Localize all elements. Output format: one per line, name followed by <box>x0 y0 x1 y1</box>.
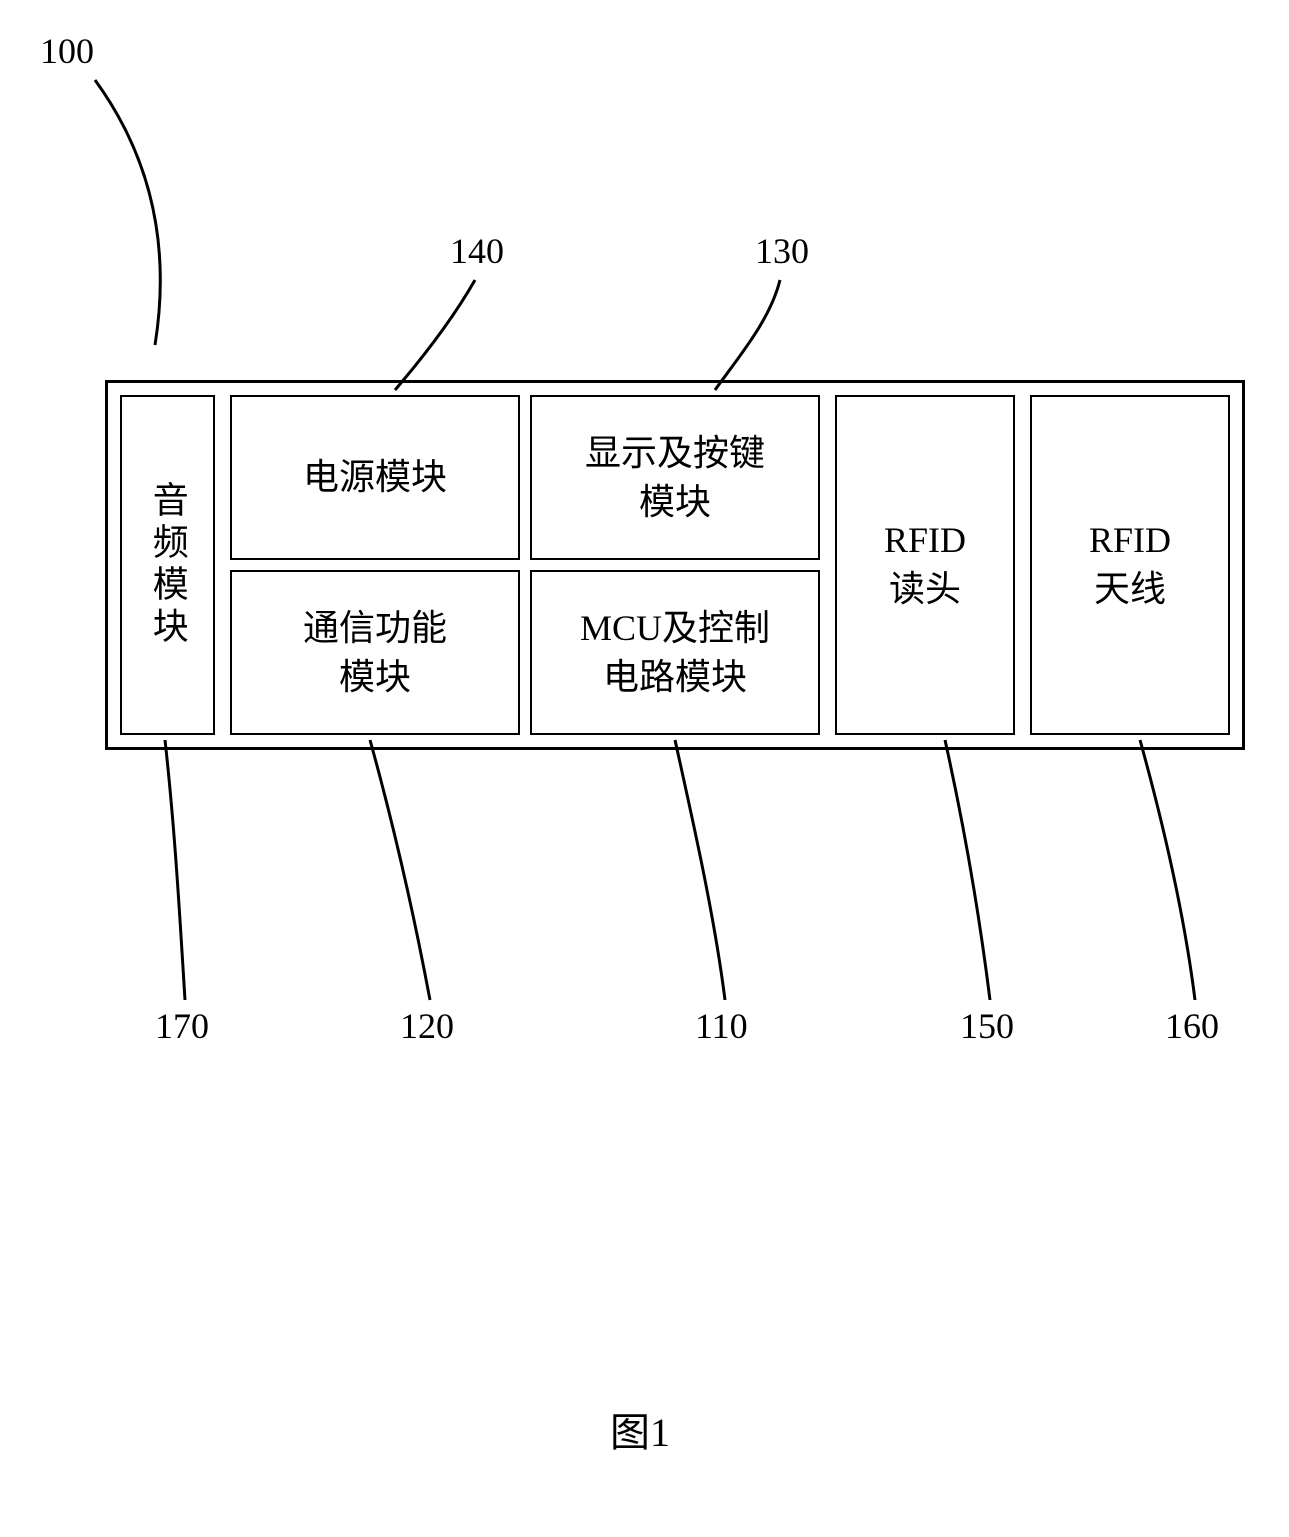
ref-150: 150 <box>960 1005 1014 1047</box>
block-mcu: MCU及控制电路模块 <box>530 570 820 735</box>
block-antenna-label: RFID天线 <box>1089 516 1171 613</box>
ref-170: 170 <box>155 1005 209 1047</box>
lead-120 <box>370 740 430 1000</box>
lead-110 <box>675 740 725 1000</box>
ref-160: 160 <box>1165 1005 1219 1047</box>
block-reader: RFID读头 <box>835 395 1015 735</box>
ref-110: 110 <box>695 1005 748 1047</box>
block-comm: 通信功能模块 <box>230 570 520 735</box>
block-power: 电源模块 <box>230 395 520 560</box>
figure-caption: 图1 <box>610 1400 670 1458</box>
block-antenna: RFID天线 <box>1030 395 1230 735</box>
block-display: 显示及按键模块 <box>530 395 820 560</box>
block-audio: 音频模块 <box>120 395 215 735</box>
block-comm-label: 通信功能模块 <box>303 604 447 701</box>
lead-lines <box>0 0 1289 1537</box>
lead-100 <box>95 80 160 345</box>
lead-130 <box>715 280 780 390</box>
block-audio-label: 音频模块 <box>143 481 192 649</box>
lead-160 <box>1140 740 1195 1000</box>
ref-100: 100 <box>40 30 94 72</box>
lead-170 <box>165 740 185 1000</box>
block-reader-label: RFID读头 <box>884 516 966 613</box>
ref-120: 120 <box>400 1005 454 1047</box>
block-mcu-label: MCU及控制电路模块 <box>580 604 770 701</box>
block-power-label: 电源模块 <box>303 453 447 502</box>
figure-canvas: 100 140 130 170 120 110 150 160 音频模块 电源模… <box>0 0 1289 1537</box>
ref-130: 130 <box>755 230 809 272</box>
ref-140: 140 <box>450 230 504 272</box>
lead-140 <box>395 280 475 390</box>
lead-150 <box>945 740 990 1000</box>
block-display-label: 显示及按键模块 <box>585 429 765 526</box>
